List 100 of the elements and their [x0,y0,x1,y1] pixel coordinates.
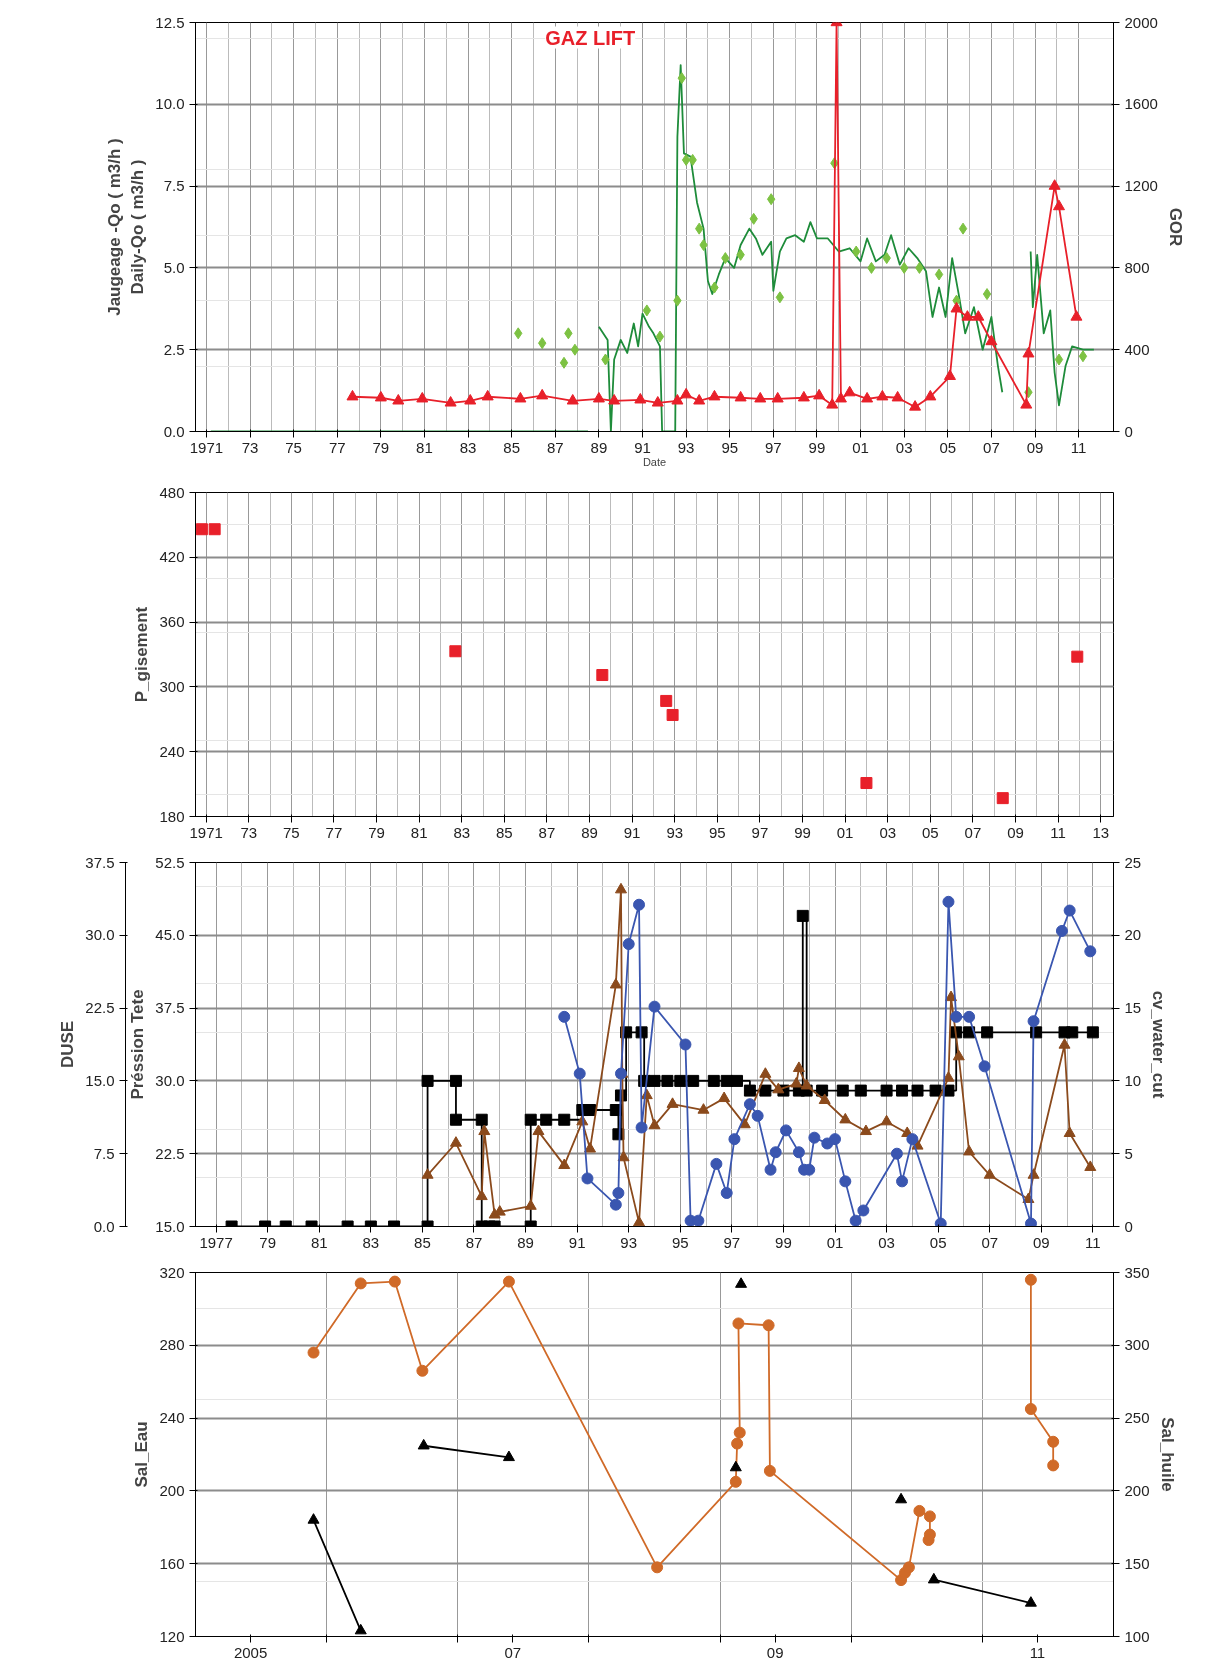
y3-tick-label: 52.5 [155,853,185,871]
x-tick-label: 93 [666,823,684,841]
y-tick-label: 37.5 [85,853,115,871]
x-tick-label: 87 [538,823,556,841]
y-tick-label: 240 [159,1409,185,1427]
x-tick-label: 87 [465,1233,483,1251]
x-tick-label: 95 [671,1233,689,1251]
y2-tick-label: 800 [1124,258,1150,276]
x-tick-label: 79 [372,438,390,456]
y2-tick-label: 400 [1124,340,1150,358]
y-axis-title: Sal_Eau [132,1421,152,1488]
x-tick-label: 2005 [233,1643,268,1660]
annotation: GAZ LIFT [545,26,636,49]
y-tick-label: 200 [159,1481,185,1499]
y-tick-label: 2.5 [163,340,185,358]
y-tick-label: 480 [159,483,185,501]
y-tick-label: 0.0 [93,1217,115,1235]
x-tick-label: 99 [808,438,826,456]
y2-tick-label: 300 [1124,1336,1150,1354]
y2-tick-label: 25 [1124,853,1142,871]
x-tick-label: 11 [1070,438,1087,456]
x-tick-label: 11 [1029,1643,1046,1660]
y-axis-title: P_gisement [132,606,152,703]
x-tick-label: 13 [1092,823,1110,841]
x-tick-label: 89 [581,823,598,841]
x-tick-label: 05 [929,1233,947,1251]
x-tick-label: 11 [1050,823,1066,841]
y-tick-label: 300 [159,677,185,695]
x-tick-label: 85 [503,438,521,456]
x-tick-label: 79 [368,823,385,841]
x-tick-label: 91 [568,1233,586,1251]
x-tick-label: 09 [1026,438,1044,456]
x-tick-label: 97 [765,438,782,456]
y3-axis-title: Préssion Tete [128,989,148,1100]
x-tick-label: 77 [328,438,346,456]
x-tick-label: 07 [983,438,1000,456]
y2-tick-label: 250 [1124,1409,1150,1427]
x-tick-label: 09 [766,1643,784,1660]
x-tick-label: 97 [751,823,769,841]
y-tick-label: 160 [159,1554,185,1572]
y-axis-title: DUSE [58,1020,78,1069]
y-tick-label: 7.5 [93,1144,115,1162]
y-tick-label: 280 [159,1336,185,1354]
y-tick-label: 12.5 [155,13,185,31]
x-tick-label: 95 [721,438,739,456]
x-tick-label: 07 [964,823,982,841]
y-tick-label: 15.0 [85,1071,115,1089]
y-tick-label: 10.0 [155,95,185,113]
x-tick-label: 73 [240,823,258,841]
x-tick-label: 79 [259,1233,277,1251]
x-tick-label: 99 [775,1233,792,1251]
x-tick-label: 73 [241,438,259,456]
x-tick-label: 07 [504,1643,522,1660]
y2-axis-title: cv_water_cut [1149,990,1169,1099]
y2-tick-label: 1200 [1124,177,1158,195]
x-tick-label: 01 [852,438,869,456]
x-tick-label: 07 [981,1233,999,1251]
x-tick-label: 01 [836,823,854,841]
y-tick-label: 5.0 [163,258,185,276]
x-tick-label: 87 [546,438,564,456]
y2-tick-label: 10 [1124,1071,1142,1089]
x-tick-label: 85 [496,823,513,841]
y2-tick-label: 5 [1124,1144,1133,1162]
y2-tick-label: 2000 [1124,13,1158,31]
x-tick-label: 1971 [189,823,223,841]
y-axis-title: Jaugeage -Qo ( m3/h ) Daily-Qo ( m3/h ) [105,138,148,316]
y-tick-label: 240 [159,742,185,760]
y-tick-label: 180 [159,807,185,825]
x-axis-title: Date [642,455,667,468]
y2-tick-label: 0 [1124,1217,1133,1235]
x-tick-label: 05 [921,823,939,841]
y-tick-label: 420 [159,548,185,566]
x-tick-label: 03 [878,1233,895,1251]
y-tick-label: 120 [159,1627,185,1645]
x-tick-label: 75 [285,438,302,456]
x-tick-label: 05 [939,438,957,456]
y2-tick-label: 20 [1124,926,1142,944]
y2-axis-title: Sal_huile [1157,1417,1177,1492]
x-tick-label: 03 [879,823,897,841]
y2-tick-label: 350 [1124,1263,1150,1281]
x-tick-label: 77 [325,823,343,841]
x-tick-label: 99 [794,823,811,841]
y2-tick-label: 15 [1124,999,1142,1017]
x-tick-label: 1977 [199,1233,233,1251]
x-tick-label: 09 [1007,823,1024,841]
x-tick-label: 81 [416,438,433,456]
x-tick-label: 95 [708,823,726,841]
x-tick-label: 01 [826,1233,844,1251]
x-tick-label: 81 [310,1233,328,1251]
y-tick-label: 320 [159,1263,185,1281]
y-tick-label: 22.5 [85,999,115,1017]
y2-tick-label: 200 [1124,1481,1150,1499]
y-tick-label: 30.0 [85,926,115,944]
x-tick-label: 83 [453,823,471,841]
x-tick-label: 03 [895,438,913,456]
y-tick-label: 0.0 [163,422,185,440]
x-tick-label: 75 [283,823,300,841]
x-tick-label: 09 [1032,1233,1050,1251]
x-tick-label: 85 [414,1233,431,1251]
x-tick-label: 93 [620,1233,638,1251]
